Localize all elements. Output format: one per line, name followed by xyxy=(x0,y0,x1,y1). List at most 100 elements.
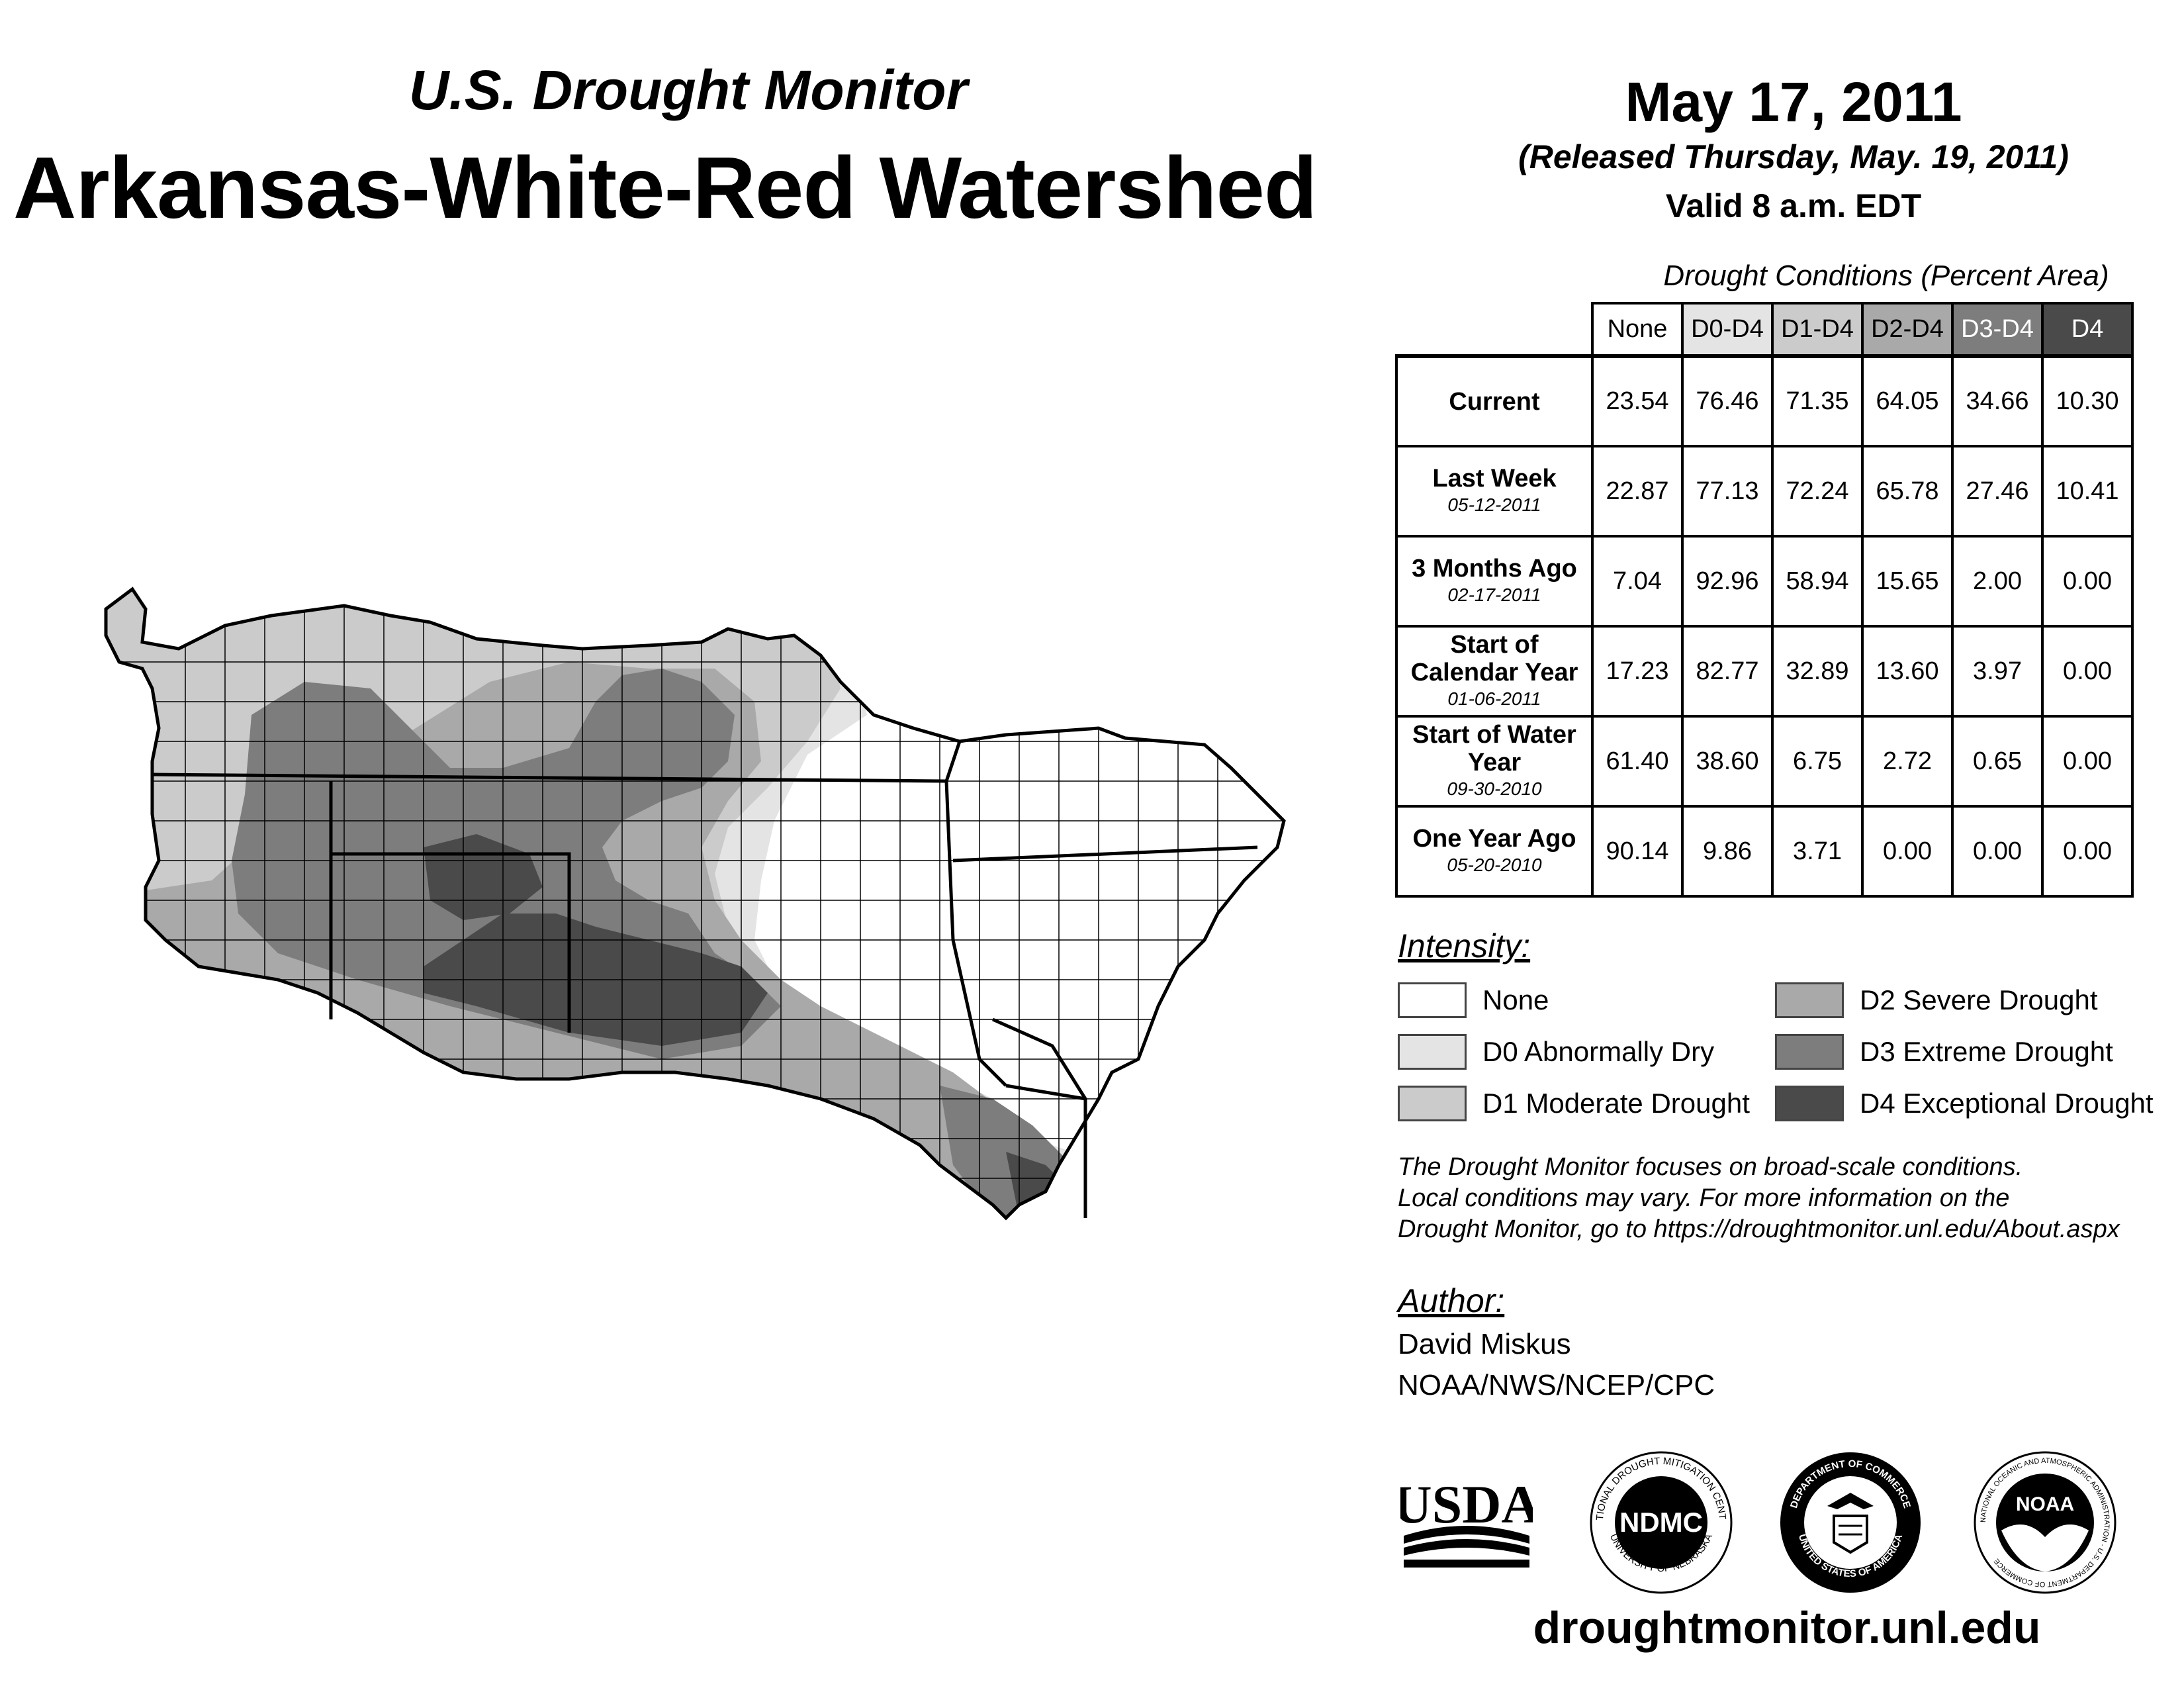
table-cell: 77.13 xyxy=(1681,445,1774,538)
legend-label: D2 Severe Drought xyxy=(1860,984,2098,1015)
row-label: 3 Months Ago 02-17-2011 xyxy=(1395,535,1594,628)
col-header-d1-d4: D1-D4 xyxy=(1771,302,1864,357)
table-row: Last Week 05-12-2011 22.87 77.13 72.24 65… xyxy=(1395,445,2134,538)
table-cell: 71.35 xyxy=(1771,354,1864,447)
col-header-d4: D4 xyxy=(2041,302,2134,357)
legend-label: D4 Exceptional Drought xyxy=(1860,1088,2154,1119)
table-cell: 61.40 xyxy=(1591,715,1684,808)
table-cell: 92.96 xyxy=(1681,535,1774,628)
legend-item-none: None xyxy=(1398,982,1549,1018)
disclaimer-line: Drought Monitor, go to https://droughtmo… xyxy=(1398,1215,2120,1243)
col-header-d0-d4: D0-D4 xyxy=(1681,302,1774,357)
row-date: 01-06-2011 xyxy=(1447,688,1541,709)
drought-conditions-table: None D0-D4 D1-D4 D2-D4 D3-D4 D4 Current … xyxy=(1395,302,2134,898)
website-link[interactable]: droughtmonitor.unl.edu xyxy=(1533,1603,2041,1653)
state-boundaries xyxy=(152,741,1258,1218)
disclaimer-line: Local conditions may vary. For more info… xyxy=(1398,1184,2010,1212)
release-date: (Released Thursday, May. 19, 2011) xyxy=(1518,138,2069,175)
row-label: One Year Ago 05-20-2010 xyxy=(1395,805,1594,898)
row-label: Start of Calendar Year 01-06-2011 xyxy=(1395,625,1594,718)
table-cell: 0.00 xyxy=(1951,805,2044,898)
table-row: One Year Ago 05-20-2010 90.14 9.86 3.71 0… xyxy=(1395,805,2134,898)
row-label-text: Last Week xyxy=(1432,465,1557,492)
noaa-logo: NATIONAL OCEANIC AND ATMOSPHERIC ADMINIS… xyxy=(1974,1451,2116,1594)
table-cell: 22.87 xyxy=(1591,445,1684,538)
table-cell: 90.14 xyxy=(1591,805,1684,898)
table-cell: 0.00 xyxy=(2041,625,2134,718)
usda-logo: USDA xyxy=(1400,1474,1533,1568)
legend-item-d0: D0 Abnormally Dry xyxy=(1398,1034,1714,1070)
col-header-none: None xyxy=(1591,302,1684,357)
subtitle: U.S. Drought Monitor xyxy=(408,59,968,121)
row-label: Last Week 05-12-2011 xyxy=(1395,445,1594,538)
table-cell: 3.97 xyxy=(1951,625,2044,718)
table-cell: 13.60 xyxy=(1861,625,1954,718)
table-cell: 76.46 xyxy=(1681,354,1774,447)
legend-item-d2: D2 Severe Drought xyxy=(1775,982,2098,1018)
disclaimer-line: The Drought Monitor focuses on broad-sca… xyxy=(1398,1153,2023,1181)
table-cell: 2.00 xyxy=(1951,535,2044,628)
table-cell: 0.00 xyxy=(1861,805,1954,898)
table-cell: 0.00 xyxy=(2041,805,2134,898)
legend-swatch xyxy=(1398,982,1467,1018)
legend-item-d3: D3 Extreme Drought xyxy=(1775,1034,2113,1070)
table-cell: 65.78 xyxy=(1861,445,1954,538)
noaa-logo-text: NOAA xyxy=(2016,1493,2074,1515)
legend-title: Intensity: xyxy=(1398,927,1531,964)
legend-label: D0 Abnormally Dry xyxy=(1482,1036,1715,1067)
table-cell: 10.30 xyxy=(2041,354,2134,447)
table-cell: 0.65 xyxy=(1951,715,2044,808)
legend-label: D1 Moderate Drought xyxy=(1482,1088,1750,1119)
ndmc-logo-text: NDMC xyxy=(1619,1507,1703,1538)
drought-area-d4 xyxy=(424,834,1072,1218)
table-cell: 15.65 xyxy=(1861,535,1954,628)
legend-swatch xyxy=(1775,1086,1844,1121)
drought-map xyxy=(79,569,1310,1350)
row-label-text: Start of Water Year xyxy=(1412,721,1576,776)
table-cell: 9.86 xyxy=(1681,805,1774,898)
table-row: Start of Calendar Year 01-06-2011 17.23 8… xyxy=(1395,625,2134,718)
table-cell: 34.66 xyxy=(1951,354,2044,447)
table-row: 3 Months Ago 02-17-2011 7.04 92.96 58.94 … xyxy=(1395,535,2134,628)
table-cell: 7.04 xyxy=(1591,535,1684,628)
watershed-map-svg xyxy=(104,586,1286,1221)
valid-time: Valid 8 a.m. EDT xyxy=(1665,187,1922,224)
row-label-text: One Year Ago xyxy=(1412,825,1576,853)
table-cell: 2.72 xyxy=(1861,715,1954,808)
usda-logo-text: USDA xyxy=(1400,1474,1533,1534)
legend-swatch xyxy=(1775,982,1844,1018)
disclaimer: The Drought Monitor focuses on broad-sca… xyxy=(1398,1152,2179,1245)
table-cell: 32.89 xyxy=(1771,625,1864,718)
table-cell: 82.77 xyxy=(1681,625,1774,718)
table-cell: 23.54 xyxy=(1591,354,1684,447)
author-title: Author: xyxy=(1398,1282,1505,1319)
table-cell: 27.46 xyxy=(1951,445,2044,538)
col-header-d3-d4: D3-D4 xyxy=(1951,302,2044,357)
col-header-d2-d4: D2-D4 xyxy=(1861,302,1954,357)
legend-label: None xyxy=(1482,984,1549,1015)
ndmc-logo: NATIONAL DROUGHT MITIGATION CENTER UNIVE… xyxy=(1588,1450,1733,1594)
table-cell: 72.24 xyxy=(1771,445,1864,538)
table-row: Current 23.54 76.46 71.35 64.05 34.66 10… xyxy=(1395,354,2134,447)
map-title: Arkansas-White-Red Watershed xyxy=(13,139,1318,236)
table-cell: 0.00 xyxy=(2041,715,2134,808)
table-cell: 17.23 xyxy=(1591,625,1684,718)
row-label-text: 3 Months Ago xyxy=(1412,555,1577,583)
row-label: Start of Water Year 09-30-2010 xyxy=(1395,715,1594,808)
table-cell: 10.41 xyxy=(2041,445,2134,538)
legend-swatch xyxy=(1398,1086,1467,1121)
table-cell: 58.94 xyxy=(1771,535,1864,628)
row-label-text: Current xyxy=(1449,387,1540,416)
map-date: May 17, 2011 xyxy=(1625,71,1962,133)
table-row: Start of Water Year 09-30-2010 61.40 38.6… xyxy=(1395,715,2134,808)
doc-seal-logo: DEPARTMENT OF COMMERCE UNITED STATES OF … xyxy=(1780,1452,1921,1593)
row-date: 05-12-2011 xyxy=(1447,494,1541,515)
table-cell: 38.60 xyxy=(1681,715,1774,808)
legend-item-d4: D4 Exceptional Drought xyxy=(1775,1086,2154,1121)
row-date: 09-30-2010 xyxy=(1447,778,1542,799)
basin-border xyxy=(104,586,1286,1221)
table-caption: Drought Conditions (Percent Area) xyxy=(1663,259,2109,292)
table-cell: 64.05 xyxy=(1861,354,1954,447)
table-cell: 6.75 xyxy=(1771,715,1864,808)
table-cell: 0.00 xyxy=(2041,535,2134,628)
